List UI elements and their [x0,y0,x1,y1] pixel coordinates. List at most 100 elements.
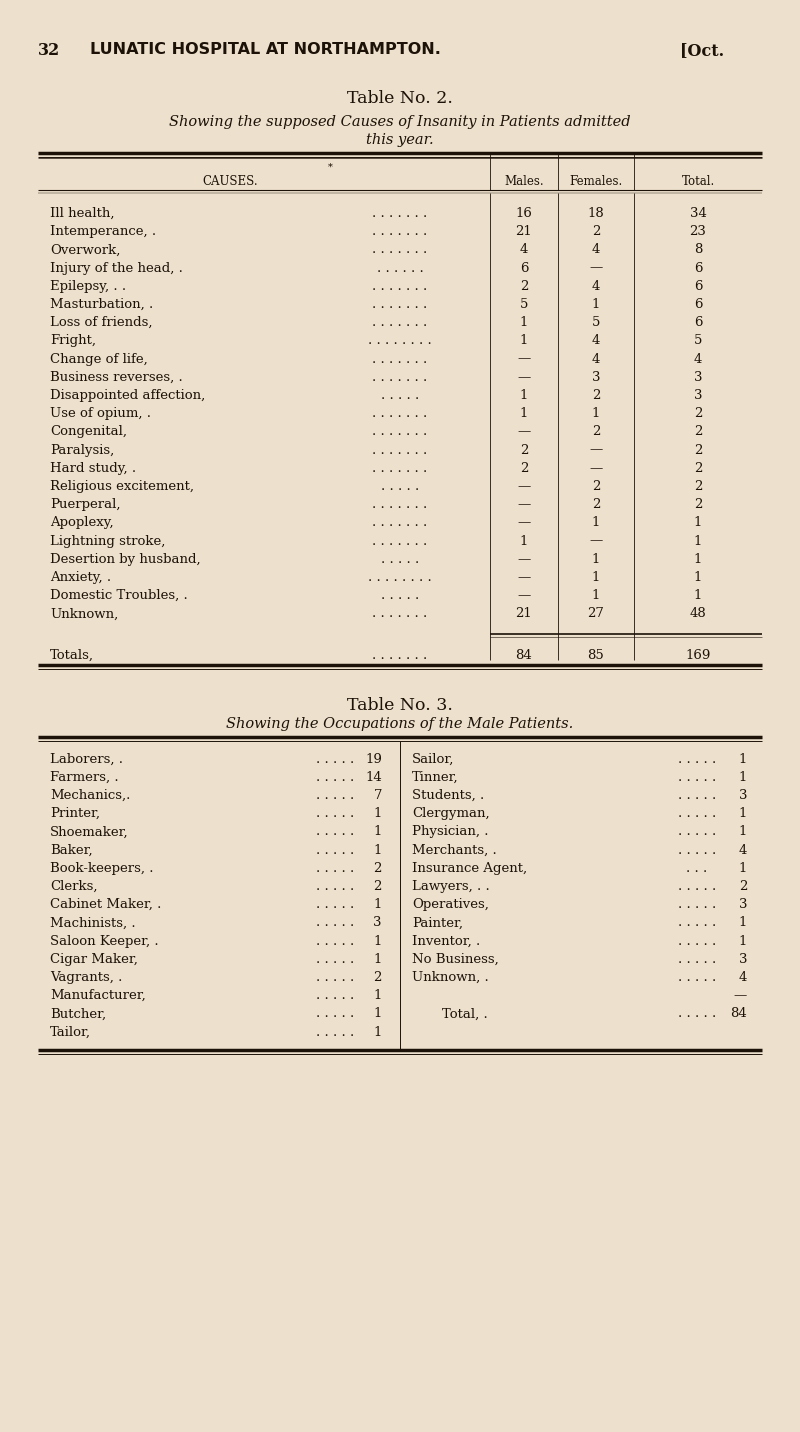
Text: Masturbation, .: Masturbation, . [50,298,154,311]
Text: . . . . . . . .: . . . . . . . . [368,571,432,584]
Text: 6: 6 [694,316,702,329]
Text: Tailor,: Tailor, [50,1025,91,1038]
Text: Unknown, .: Unknown, . [412,971,489,984]
Text: this year.: this year. [366,133,434,147]
Text: 4: 4 [592,243,600,256]
Text: . . . . .: . . . . . [316,898,354,911]
Text: Disappointed affection,: Disappointed affection, [50,390,206,402]
Text: 1: 1 [520,534,528,547]
Text: . . . . .: . . . . . [316,952,354,965]
Text: 21: 21 [516,225,532,238]
Text: Cigar Maker,: Cigar Maker, [50,952,138,965]
Text: 2: 2 [694,480,702,493]
Text: . . . . . . .: . . . . . . . [372,298,428,311]
Text: . . . . .: . . . . . [678,753,716,766]
Text: . . . . .: . . . . . [381,553,419,566]
Text: Anxiety, .: Anxiety, . [50,571,111,584]
Text: 1: 1 [738,916,747,929]
Text: 85: 85 [588,649,604,662]
Text: Change of life,: Change of life, [50,352,148,365]
Text: Manufacturer,: Manufacturer, [50,990,146,1002]
Text: Hard study, .: Hard study, . [50,461,136,475]
Text: . . . . . . .: . . . . . . . [372,208,428,221]
Text: . . . . .: . . . . . [678,789,716,802]
Text: 1: 1 [738,753,747,766]
Text: 6: 6 [694,298,702,311]
Text: 4: 4 [694,352,702,365]
Text: —: — [518,553,530,566]
Text: 84: 84 [730,1007,747,1021]
Text: . . . . .: . . . . . [381,390,419,402]
Text: Vagrants, .: Vagrants, . [50,971,122,984]
Text: . . . . . . .: . . . . . . . [372,444,428,457]
Text: 1: 1 [738,825,747,838]
Text: 2: 2 [694,425,702,438]
Text: Butcher,: Butcher, [50,1007,106,1021]
Text: 3: 3 [592,371,600,384]
Text: . . . . . . .: . . . . . . . [372,498,428,511]
Text: 1: 1 [592,571,600,584]
Text: . . . . . . .: . . . . . . . [372,316,428,329]
Text: [Oct.: [Oct. [680,42,724,59]
Text: 1: 1 [520,390,528,402]
Text: 34: 34 [690,208,706,221]
Text: . . . . .: . . . . . [316,825,354,838]
Text: Lightning stroke,: Lightning stroke, [50,534,166,547]
Text: . . . . . . .: . . . . . . . [372,243,428,256]
Text: 5: 5 [694,335,702,348]
Text: —: — [590,461,602,475]
Text: . . .: . . . [686,862,708,875]
Text: 1: 1 [738,935,747,948]
Text: . . . . . . .: . . . . . . . [372,371,428,384]
Text: . . . . . . .: . . . . . . . [372,407,428,420]
Text: 1: 1 [694,517,702,530]
Text: 4: 4 [520,243,528,256]
Text: —: — [518,517,530,530]
Text: —: — [590,262,602,275]
Text: . . . . .: . . . . . [316,808,354,821]
Text: . . . . .: . . . . . [381,589,419,603]
Text: Saloon Keeper, .: Saloon Keeper, . [50,935,158,948]
Text: 3: 3 [738,898,747,911]
Text: *: * [327,163,333,172]
Text: . . . . . . .: . . . . . . . [372,425,428,438]
Text: Loss of friends,: Loss of friends, [50,316,153,329]
Text: 6: 6 [694,279,702,292]
Text: . . . . .: . . . . . [316,990,354,1002]
Text: Sailor,: Sailor, [412,753,454,766]
Text: Totals,: Totals, [50,649,94,662]
Text: 19: 19 [365,753,382,766]
Text: Males.: Males. [504,175,544,188]
Text: —: — [590,534,602,547]
Text: —: — [518,352,530,365]
Text: Domestic Troubles, .: Domestic Troubles, . [50,589,188,603]
Text: 2: 2 [592,480,600,493]
Text: 1: 1 [374,898,382,911]
Text: 2: 2 [592,390,600,402]
Text: Mechanics,.: Mechanics,. [50,789,130,802]
Text: LUNATIC HOSPITAL AT NORTHAMPTON.: LUNATIC HOSPITAL AT NORTHAMPTON. [90,42,441,57]
Text: 4: 4 [592,352,600,365]
Text: 2: 2 [592,425,600,438]
Text: . . . . . .: . . . . . . [377,262,423,275]
Text: Clergyman,: Clergyman, [412,808,490,821]
Text: 14: 14 [366,770,382,783]
Text: . . . . .: . . . . . [316,770,354,783]
Text: Book-keepers, .: Book-keepers, . [50,862,154,875]
Text: Students, .: Students, . [412,789,484,802]
Text: . . . . .: . . . . . [678,971,716,984]
Text: Epilepsy, . .: Epilepsy, . . [50,279,126,292]
Text: —: — [518,371,530,384]
Text: . . . . . . .: . . . . . . . [372,352,428,365]
Text: . . . . .: . . . . . [678,916,716,929]
Text: 1: 1 [374,808,382,821]
Text: 7: 7 [374,789,382,802]
Text: . . . . .: . . . . . [316,1025,354,1038]
Text: 1: 1 [520,316,528,329]
Text: 4: 4 [592,335,600,348]
Text: 27: 27 [587,607,605,620]
Text: 1: 1 [694,534,702,547]
Text: —: — [518,425,530,438]
Text: 1: 1 [738,770,747,783]
Text: —: — [518,571,530,584]
